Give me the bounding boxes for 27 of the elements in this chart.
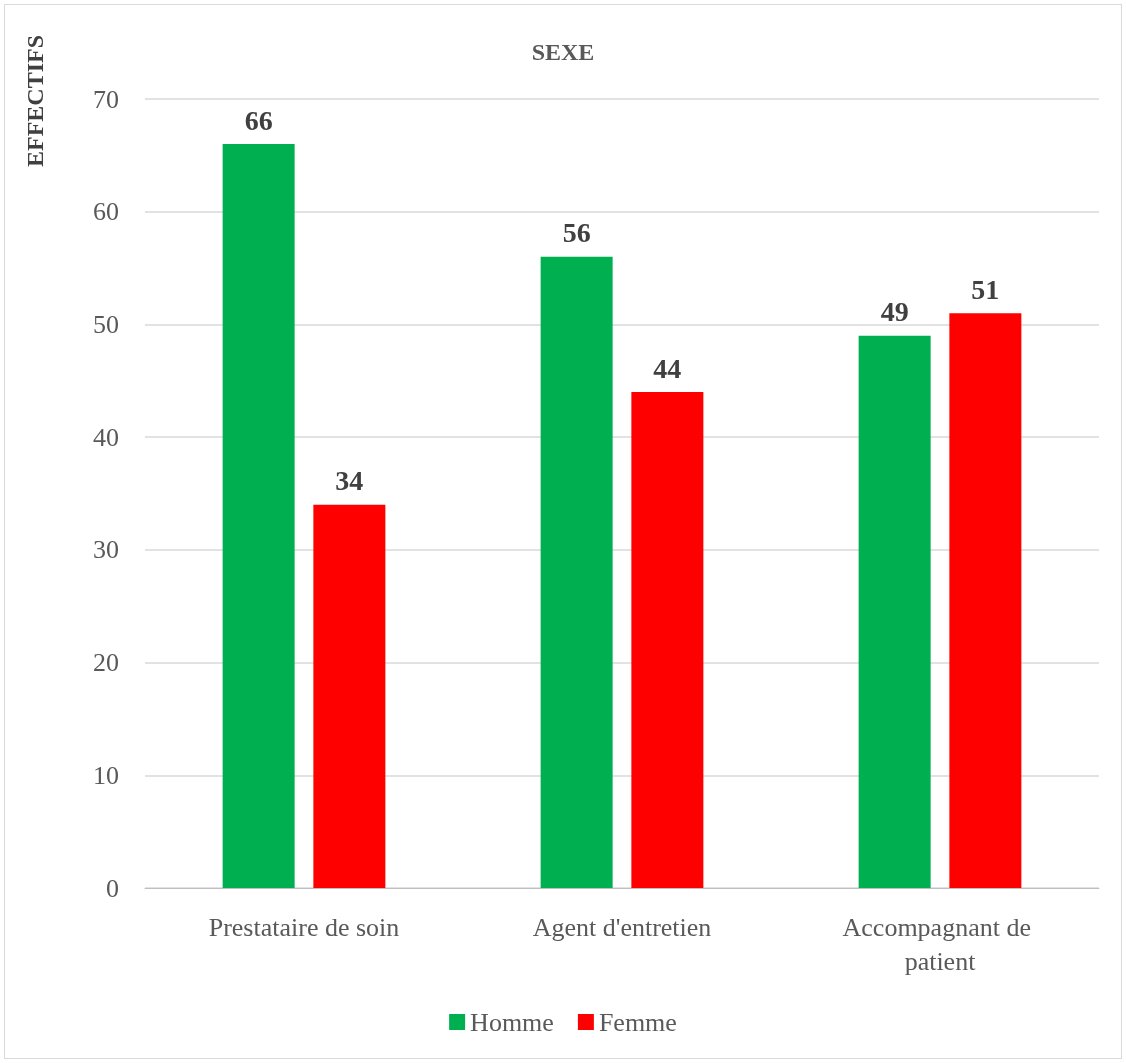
y-tick-label: 20 — [93, 648, 119, 678]
chart-title: SEXE — [531, 39, 595, 65]
data-label: 51 — [971, 273, 1000, 305]
data-label: 66 — [244, 104, 273, 136]
y-tick-label: 70 — [93, 84, 119, 114]
data-label: 44 — [653, 352, 682, 384]
bar — [540, 256, 613, 888]
y-tick-label: 10 — [93, 760, 119, 790]
x-tick-label: Agent d'entretien — [532, 912, 712, 942]
y-tick-label: 0 — [106, 873, 119, 903]
data-label: 56 — [562, 217, 591, 249]
bar — [631, 392, 704, 888]
y-tick-label: 60 — [93, 197, 119, 227]
y-axis-title: EFFECTIFS — [22, 34, 48, 168]
bar — [313, 504, 386, 888]
y-tick-label: 50 — [93, 309, 119, 339]
y-tick-label: 30 — [93, 535, 119, 565]
data-label: 49 — [880, 296, 909, 328]
y-tick-label: 40 — [93, 422, 119, 452]
bar — [858, 335, 931, 888]
legend-label: Homme — [470, 1007, 554, 1037]
legend-label: Femme — [598, 1007, 677, 1037]
x-tick-label: Prestataire de soin — [208, 912, 400, 942]
x-tick-label: Accompagnant de patient — [842, 912, 1038, 976]
data-label: 34 — [335, 465, 364, 497]
bar — [949, 313, 1022, 888]
bar — [222, 144, 295, 888]
